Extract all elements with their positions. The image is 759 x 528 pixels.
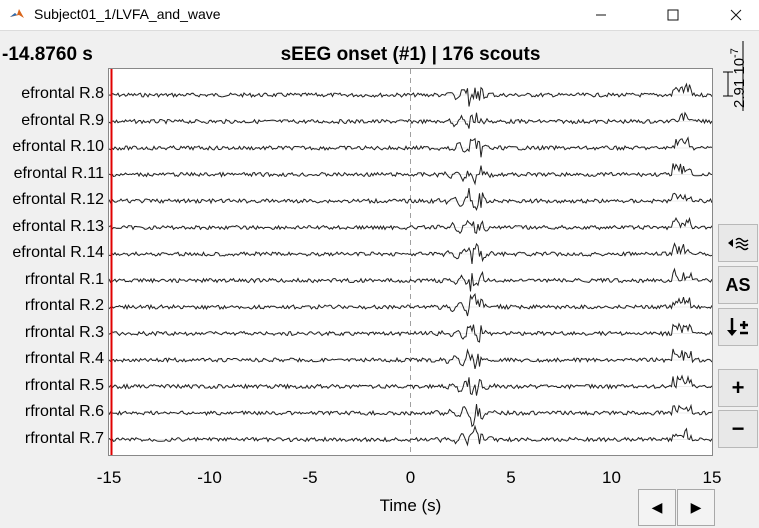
x-tick-label: -15 <box>96 468 122 487</box>
figure-title: sEEG onset (#1) | 176 scouts <box>280 44 541 65</box>
channel-label: efrontal R.14 <box>12 244 104 261</box>
left-arrow-icon: ◀ <box>651 499 663 515</box>
channel-label: rfrontal R.3 <box>24 323 104 341</box>
current-time-readout: -14.8760 s <box>2 44 93 65</box>
scale-value: 2.91 10-7 <box>729 48 748 108</box>
x-tick-label: 10 <box>602 468 621 487</box>
channel-trace <box>109 293 712 317</box>
x-axis-label: Time (s) <box>379 496 442 515</box>
scale-power: -7 <box>729 48 741 58</box>
channel-trace <box>109 267 712 292</box>
channel-label: rfrontal R.6 <box>24 403 104 420</box>
window-title: Subject01_1/LVFA_and_wave <box>34 6 221 22</box>
channel-label: rfrontal R.2 <box>24 297 104 314</box>
right-arrow-icon: ▶ <box>690 499 702 515</box>
x-tick-label: -5 <box>302 468 318 487</box>
x-tick-label: 15 <box>702 468 722 487</box>
channel-label: efrontal R.12 <box>12 191 104 208</box>
next-page-button[interactable]: ▶ <box>677 489 715 526</box>
channel-trace <box>109 216 712 235</box>
channel-label: rfrontal R.4 <box>24 350 104 367</box>
maximize-button[interactable] <box>650 0 696 30</box>
channel-trace <box>109 188 712 211</box>
channel-label: efrontal R.8 <box>21 85 104 102</box>
channel-trace <box>109 424 712 447</box>
filter-toggle-button[interactable] <box>718 224 758 262</box>
channel-trace <box>109 136 712 158</box>
scale-exponent: 10 <box>731 57 748 75</box>
sort-arrows-icon <box>727 318 748 336</box>
channel-trace <box>109 348 712 370</box>
channel-trace <box>109 163 712 186</box>
channel-label: efrontal R.13 <box>12 217 104 235</box>
channel-trace <box>109 322 712 343</box>
close-icon <box>730 9 742 21</box>
minimize-icon <box>596 14 606 16</box>
wave-filter-icon <box>728 237 749 251</box>
channel-label: rfrontal R.1 <box>24 270 104 288</box>
zoom-in-button[interactable]: + <box>718 369 758 407</box>
autoscale-button[interactable]: AS <box>718 266 758 304</box>
signal-plot[interactable] <box>108 68 713 456</box>
scale-value-number: 2.91 <box>731 78 748 108</box>
channel-label: efrontal R.10 <box>12 138 104 155</box>
channel-label: rfrontal R.7 <box>24 429 104 447</box>
channel-trace <box>109 403 712 428</box>
zoom-out-button[interactable]: − <box>718 410 758 448</box>
scale-bar <box>723 71 733 97</box>
x-tick-label: 0 <box>405 468 416 487</box>
close-button[interactable] <box>713 0 759 30</box>
channel-trace <box>109 111 712 129</box>
window-titlebar: Subject01_1/LVFA_and_wave <box>0 0 759 31</box>
channel-trace <box>109 242 712 264</box>
channel-trace <box>109 82 712 107</box>
traces-canvas <box>109 69 712 455</box>
maximize-icon <box>667 9 679 21</box>
x-tick-label: 5 <box>506 468 516 487</box>
amplitude-scale <box>742 41 744 111</box>
channel-label: rfrontal R.5 <box>24 376 104 394</box>
channel-label: efrontal R.11 <box>13 164 104 182</box>
channel-trace <box>109 374 712 396</box>
channel-label: efrontal R.9 <box>21 111 104 129</box>
minimize-button[interactable] <box>578 0 624 30</box>
matlab-icon <box>9 6 25 22</box>
x-tick-label: -10 <box>197 468 222 487</box>
display-mode-button[interactable] <box>718 308 758 346</box>
previous-page-button[interactable]: ◀ <box>638 489 676 526</box>
